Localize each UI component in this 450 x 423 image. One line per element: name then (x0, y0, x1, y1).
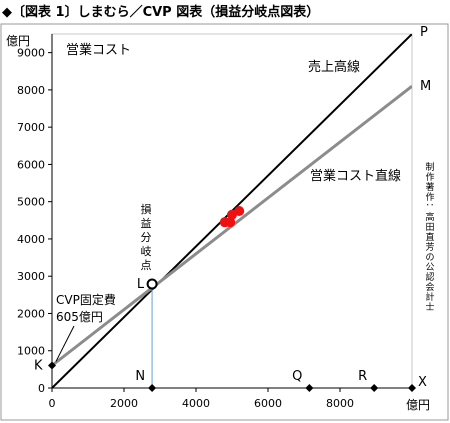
y-tick-label: 1000 (17, 345, 45, 358)
break-even-vertical-char: 益 (141, 216, 152, 230)
x-tick-label: 6000 (254, 397, 282, 410)
cost-line-label: 営業コスト直線 (310, 168, 401, 184)
y-tick-label: 5000 (17, 196, 45, 209)
break-even-vertical-char: 分 (141, 231, 152, 244)
sales-line-label: 売上高線 (308, 59, 360, 75)
credit-char: 公 (425, 262, 434, 273)
break-even-vertical-char: 点 (141, 259, 152, 272)
credit-char: 著 (425, 181, 434, 193)
highlight-point (234, 206, 245, 216)
credit-char: の (425, 253, 434, 263)
x-marker-label-q: Q (292, 369, 302, 384)
x-tick-label: 4000 (182, 397, 210, 410)
credit-char: 制 (425, 161, 434, 173)
k-marker (48, 361, 56, 370)
break-even-vertical-char: 岐 (141, 245, 152, 258)
y-tick-label: 3000 (17, 270, 45, 283)
x-axis-unit: 億円 (406, 398, 430, 412)
y-tick-label: 6000 (17, 158, 45, 171)
point-label-k: K (34, 358, 43, 373)
credit-char: 計 (425, 291, 434, 303)
credit-char: 士 (425, 301, 434, 313)
credit-char: 田 (425, 222, 434, 233)
operating-cost-title: 営業コスト (66, 42, 131, 58)
credit-char: 作 (425, 171, 434, 183)
fixed-cost-pointer (55, 325, 75, 362)
y-axis-unit: 億円 (6, 34, 30, 48)
highlight-point (225, 217, 236, 228)
credit-char: 認 (425, 271, 434, 283)
credit-char: 直 (425, 231, 434, 243)
break-even-point (146, 278, 158, 290)
point-label-p: P (420, 25, 428, 40)
figure-title: ◆〔図表 1〕しまむら／CVP 図表（損益分岐点図表） (2, 5, 320, 20)
credit-char: 芳 (425, 241, 434, 253)
y-tick-label: 8000 (17, 84, 45, 97)
y-tick-label: 7000 (17, 121, 45, 134)
fixed-cost-label-2: 605億円 (56, 310, 103, 324)
x-tick-label: 2000 (110, 397, 138, 410)
credit-char: ： (424, 202, 434, 211)
credit-char: 高 (425, 211, 434, 223)
y-tick-label: 2000 (17, 307, 45, 320)
break-even-vertical-char: 損 (141, 202, 152, 216)
x-marker-r (370, 384, 379, 392)
plot-frame (0, 23, 449, 421)
y-tick-label: 0 (38, 382, 45, 395)
x-tick-label: 8000 (326, 397, 354, 410)
x-tick-label: 0 (49, 397, 56, 410)
x-marker-label-n: N (135, 369, 145, 384)
break-even-label: L (137, 277, 145, 292)
x-marker-n (148, 384, 157, 392)
credit-char: 会 (425, 281, 434, 293)
credit-char: 作 (425, 191, 434, 203)
point-label-m: M (420, 79, 431, 94)
y-tick-label: 4000 (17, 233, 45, 246)
x-marker-q (305, 384, 314, 392)
point-label-x: X (418, 375, 427, 390)
x-marker-label-r: R (358, 369, 367, 384)
fixed-cost-label-1: CVP固定費 (56, 292, 116, 307)
x-end-marker (408, 384, 416, 392)
y-tick-label: 9000 (17, 47, 45, 60)
